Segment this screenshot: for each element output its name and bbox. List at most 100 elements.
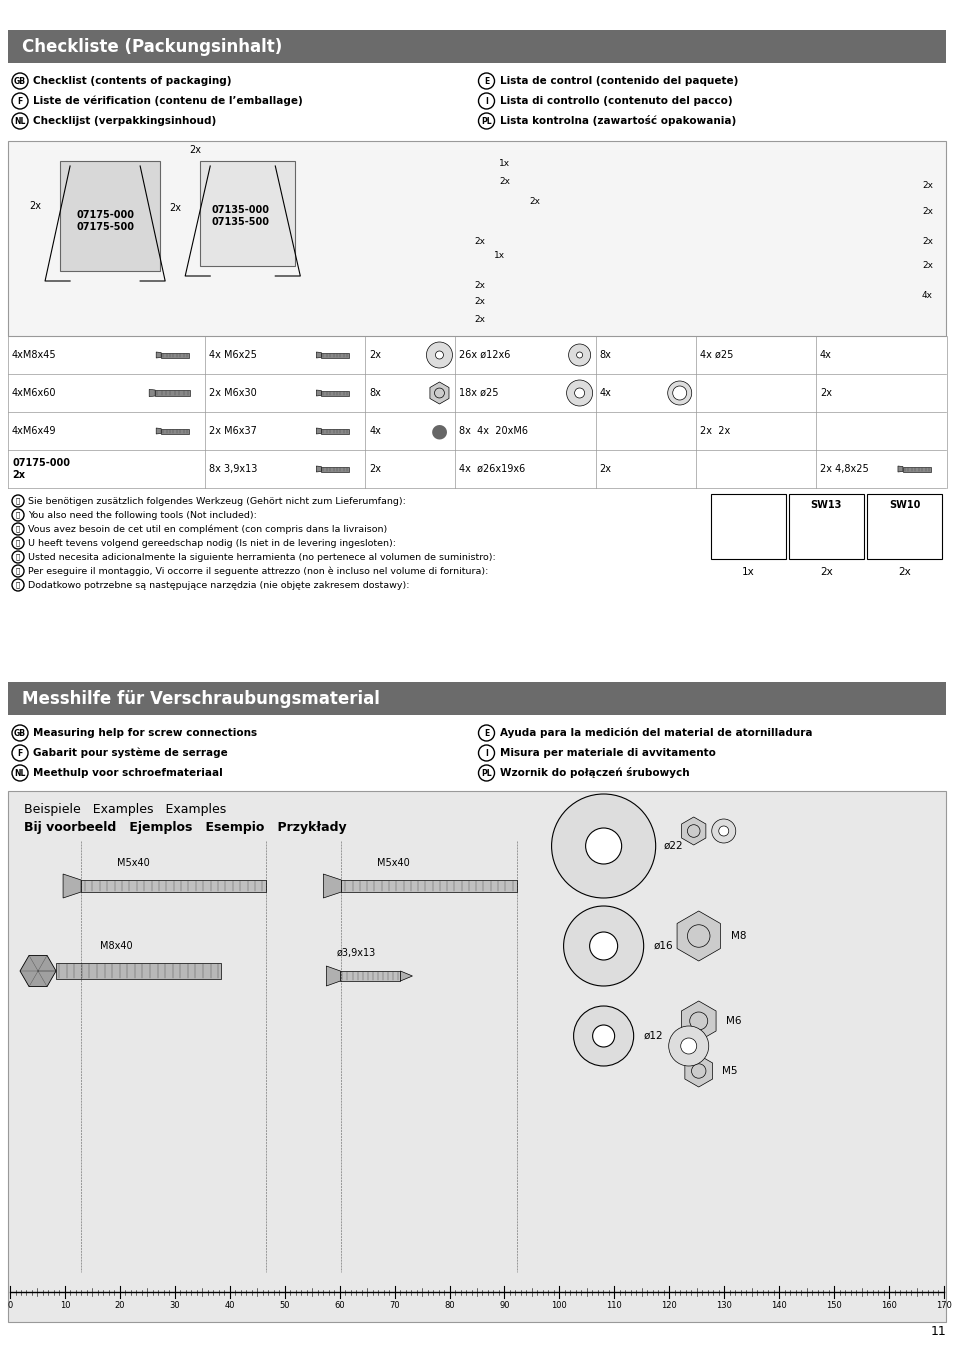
Text: 1x: 1x xyxy=(741,567,754,576)
Text: F: F xyxy=(17,748,23,757)
Polygon shape xyxy=(430,382,449,404)
Polygon shape xyxy=(156,428,161,433)
Text: M8: M8 xyxy=(730,931,745,941)
Text: ⓓ: ⓓ xyxy=(16,498,20,505)
Text: 07175-000
07175-500: 07175-000 07175-500 xyxy=(76,211,134,232)
Circle shape xyxy=(435,351,443,359)
Circle shape xyxy=(589,931,617,960)
Bar xyxy=(902,467,930,471)
Text: GB: GB xyxy=(14,729,26,737)
Text: ø12: ø12 xyxy=(643,1031,662,1041)
Text: M5: M5 xyxy=(721,1066,737,1076)
Text: 2x: 2x xyxy=(169,202,181,213)
Text: 100: 100 xyxy=(551,1301,567,1309)
Text: Messhilfe für Verschraubungsmaterial: Messhilfe für Verschraubungsmaterial xyxy=(22,690,379,707)
Text: 4xM6x49: 4xM6x49 xyxy=(12,427,56,436)
Text: 90: 90 xyxy=(498,1301,509,1309)
Text: 2x: 2x xyxy=(499,177,510,185)
Text: 4xM8x45: 4xM8x45 xyxy=(12,350,56,360)
Text: 1x: 1x xyxy=(498,158,510,167)
Text: Liste de vérification (contenu de l’emballage): Liste de vérification (contenu de l’emba… xyxy=(33,96,302,107)
Text: 1x: 1x xyxy=(494,251,505,261)
Polygon shape xyxy=(316,466,321,472)
Text: 40: 40 xyxy=(224,1301,234,1309)
Text: 2x: 2x xyxy=(529,197,540,205)
Text: 60: 60 xyxy=(334,1301,345,1309)
Polygon shape xyxy=(400,971,412,981)
Circle shape xyxy=(551,794,655,898)
Bar xyxy=(321,352,349,358)
Bar xyxy=(56,963,221,979)
Text: 30: 30 xyxy=(170,1301,180,1309)
Text: 2x: 2x xyxy=(820,567,832,576)
Circle shape xyxy=(680,1038,696,1054)
Text: 2x 4,8x25: 2x 4,8x25 xyxy=(819,464,867,474)
Bar xyxy=(8,140,945,336)
Text: Wzornik do połączeń śrubowych: Wzornik do połączeń śrubowych xyxy=(499,768,688,779)
Text: 120: 120 xyxy=(660,1301,677,1309)
Text: NL: NL xyxy=(14,768,26,778)
Bar xyxy=(81,880,266,892)
Text: NL: NL xyxy=(14,116,26,126)
Circle shape xyxy=(576,352,582,358)
Text: Dodatkowo potrzebne są następujące narzędzia (nie objęte zakresem dostawy):: Dodatkowo potrzebne są następujące narzę… xyxy=(28,580,409,590)
Text: 70: 70 xyxy=(389,1301,399,1309)
Circle shape xyxy=(592,1025,614,1048)
Text: 20: 20 xyxy=(114,1301,125,1309)
Text: 2x: 2x xyxy=(921,262,932,270)
Text: Ayuda para la medición del material de atornilladura: Ayuda para la medición del material de a… xyxy=(499,728,811,738)
Polygon shape xyxy=(897,466,902,472)
Text: GB: GB xyxy=(14,77,26,85)
Polygon shape xyxy=(316,390,321,396)
Bar xyxy=(788,494,863,559)
Polygon shape xyxy=(63,873,81,898)
Circle shape xyxy=(668,1026,708,1066)
Circle shape xyxy=(667,381,691,405)
Text: ⓘ: ⓘ xyxy=(16,568,20,574)
Text: 160: 160 xyxy=(881,1301,896,1309)
Text: 4x ø25: 4x ø25 xyxy=(699,350,732,360)
Text: 110: 110 xyxy=(606,1301,621,1309)
Text: 2x: 2x xyxy=(897,567,910,576)
Text: Gabarit pour système de serrage: Gabarit pour système de serrage xyxy=(33,748,228,759)
Text: 2x: 2x xyxy=(599,464,611,474)
Text: Checklijst (verpakkingsinhoud): Checklijst (verpakkingsinhoud) xyxy=(33,116,216,126)
Polygon shape xyxy=(20,956,56,987)
Polygon shape xyxy=(316,428,321,433)
Polygon shape xyxy=(156,352,161,358)
Text: F: F xyxy=(17,96,23,105)
Text: 2x: 2x xyxy=(369,464,381,474)
Text: 150: 150 xyxy=(825,1301,841,1309)
Polygon shape xyxy=(680,1000,716,1041)
Text: 07135-000
07135-500: 07135-000 07135-500 xyxy=(211,205,269,227)
Circle shape xyxy=(574,387,584,398)
Bar xyxy=(161,428,189,433)
Bar xyxy=(155,390,190,396)
Polygon shape xyxy=(316,352,321,358)
Circle shape xyxy=(566,379,592,406)
Bar xyxy=(161,352,189,358)
Text: I: I xyxy=(484,96,487,105)
Text: 07175-000
2x: 07175-000 2x xyxy=(12,458,70,479)
Text: E: E xyxy=(483,729,489,737)
Text: 10: 10 xyxy=(60,1301,71,1309)
Text: Usted necesita adicionalmente la siguiente herramienta (no pertenece al volumen : Usted necesita adicionalmente la siguien… xyxy=(28,552,496,562)
Bar xyxy=(866,494,941,559)
Text: Sie benötigen zusätzlich folgendes Werkzeug (Gehört nicht zum Lieferumfang):: Sie benötigen zusätzlich folgendes Werkz… xyxy=(28,497,405,505)
Circle shape xyxy=(672,386,686,400)
Polygon shape xyxy=(326,967,340,985)
Circle shape xyxy=(426,342,452,369)
Text: 4x  ø26x19x6: 4x ø26x19x6 xyxy=(459,464,525,474)
Circle shape xyxy=(711,819,735,842)
Text: 4x M6x25: 4x M6x25 xyxy=(209,350,256,360)
Text: SW13: SW13 xyxy=(810,500,841,510)
Text: ⓔ: ⓔ xyxy=(16,554,20,560)
Text: 4x: 4x xyxy=(819,350,831,360)
Text: U heeft tevens volgend gereedschap nodig (Is niet in de levering ingesloten):: U heeft tevens volgend gereedschap nodig… xyxy=(28,539,395,548)
Text: 2x: 2x xyxy=(819,387,831,398)
Text: Ⓝ: Ⓝ xyxy=(16,540,20,547)
Bar xyxy=(340,971,400,981)
Text: 2x: 2x xyxy=(474,315,485,324)
Text: 4x: 4x xyxy=(599,387,611,398)
Circle shape xyxy=(563,906,643,986)
